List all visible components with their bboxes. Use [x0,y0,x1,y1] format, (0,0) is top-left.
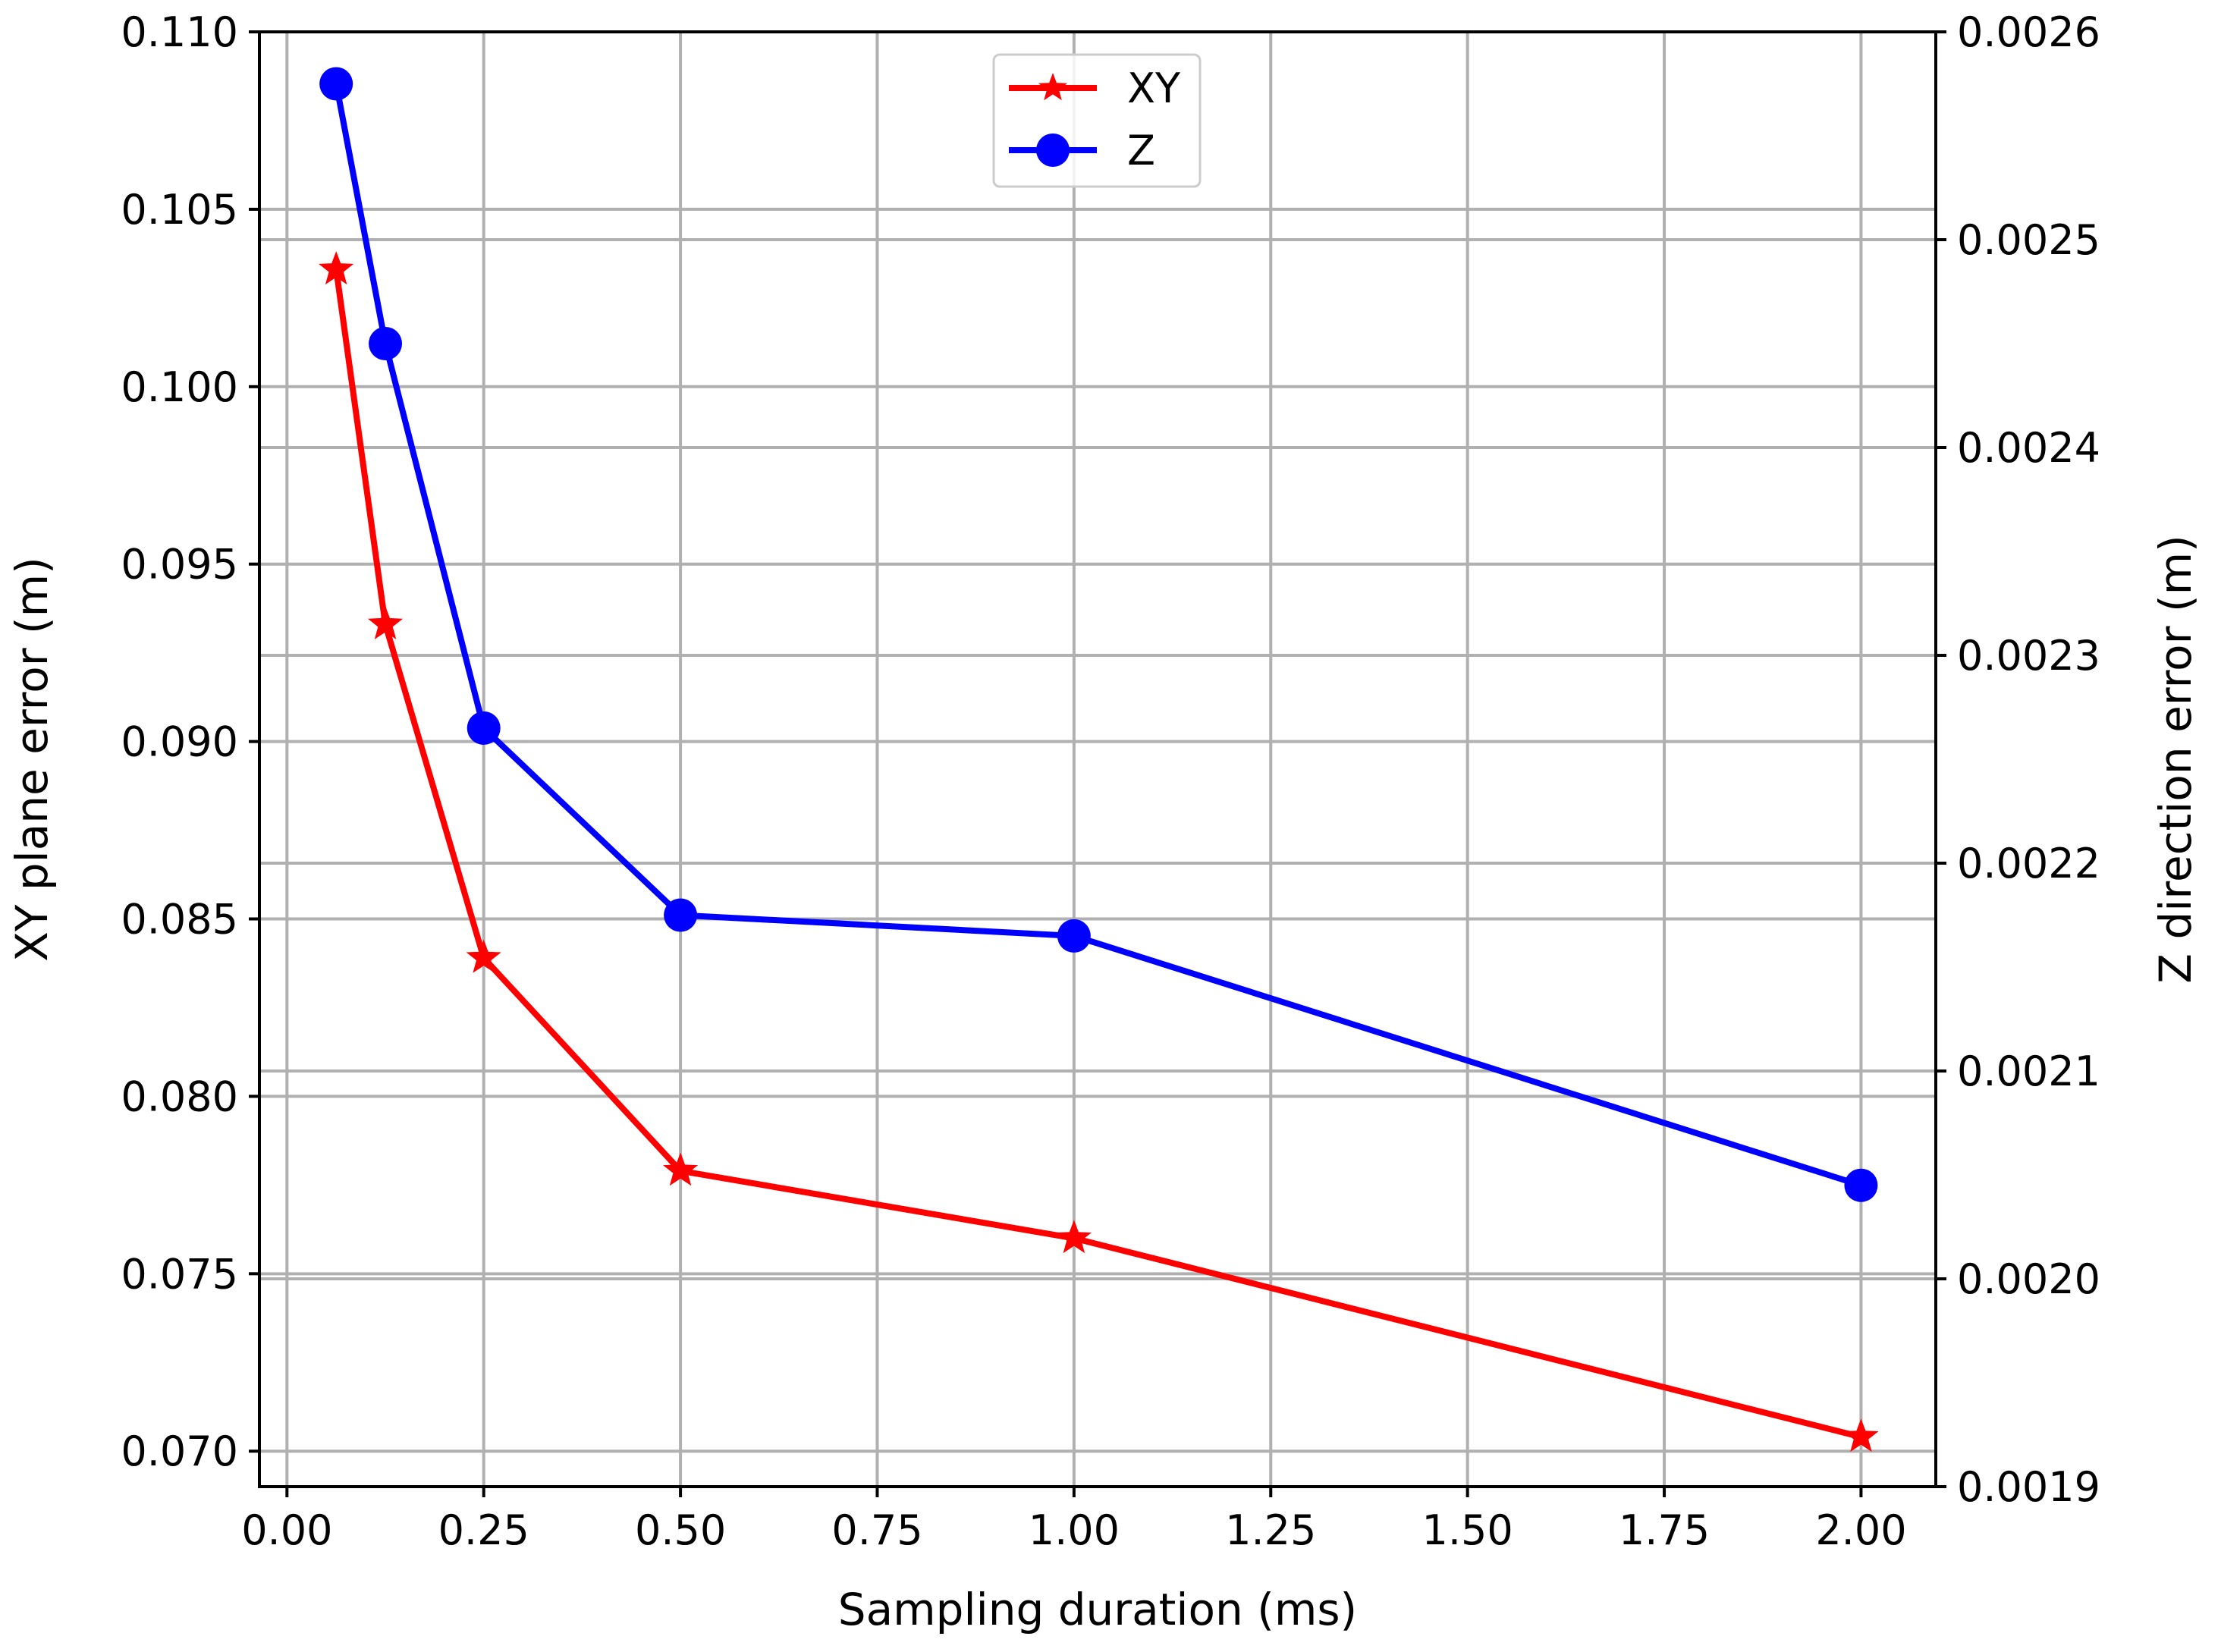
data-point-xy [1056,1220,1092,1254]
data-point-z [319,67,353,101]
series-line-xy [333,269,1862,1440]
x-axis-title: Sampling duration (ms) [838,1584,1357,1635]
data-point-z [467,711,501,745]
y-right-tick-label: 0.0021 [1957,1047,2100,1095]
y-left-tick-label: 0.085 [121,896,238,944]
data-point-xy [319,251,354,285]
legend-label-z: Z [1127,127,1155,174]
y-right-tick-label: 0.0022 [1957,840,2100,887]
x-tick-label: 1.25 [1225,1506,1316,1554]
data-point-z [664,898,698,932]
y-left-tick-label: 0.080 [121,1073,238,1120]
data-point-z [1844,1168,1878,1202]
y-right-tick-label: 0.0024 [1957,424,2100,472]
legend: XY Z [992,53,1202,188]
y-left-tick-label: 0.070 [121,1427,238,1475]
data-point-z [1057,919,1091,953]
x-tick-label: 0.50 [635,1506,726,1554]
y-left-tick-label: 0.095 [121,541,238,589]
data-point-z [369,327,403,360]
x-tick-label: 0.25 [438,1506,529,1554]
y-left-tick-label: 0.090 [121,718,238,766]
x-tick-label: 0.00 [241,1506,332,1554]
ticks: 0.00 0.25 0.50 0.75 1.00 1.25 1.50 1.75 2.00 0.07… [121,8,2100,1554]
legend-marker-z [1036,133,1070,167]
x-tick-label: 1.00 [1029,1506,1120,1554]
y-left-tick-label: 0.100 [121,363,238,411]
y-right-tick-label: 0.0020 [1957,1255,2100,1303]
y-left-tick-label: 0.075 [121,1250,238,1298]
data-point-xy [466,939,501,973]
legend-label-xy: XY [1127,64,1181,112]
data-point-xy [367,605,404,639]
y-right-tick-label: 0.0026 [1957,8,2100,56]
y-left-tick-label: 0.105 [121,186,238,234]
x-tick-label: 1.50 [1422,1506,1513,1554]
x-tick-label: 0.75 [831,1506,922,1554]
legend-marker-xy [1038,73,1067,101]
series-layer [319,67,1879,1453]
y-right-tick-label: 0.0023 [1957,632,2100,680]
plot-frame [258,30,1937,1488]
y-right-tick-label: 0.0019 [1957,1463,2100,1511]
y-right-tick-label: 0.0025 [1957,216,2100,264]
y-left-axis-title: XY plane error (m) [6,557,58,962]
series-line-z [333,83,1862,1189]
y-right-axis-title: Z direction error (m) [2150,535,2201,983]
data-point-xy [1843,1418,1879,1453]
data-point-xy [663,1152,699,1186]
x-tick-label: 1.75 [1619,1506,1710,1554]
x-tick-label: 2.00 [1815,1506,1906,1554]
y-left-tick-label: 0.110 [121,8,238,56]
